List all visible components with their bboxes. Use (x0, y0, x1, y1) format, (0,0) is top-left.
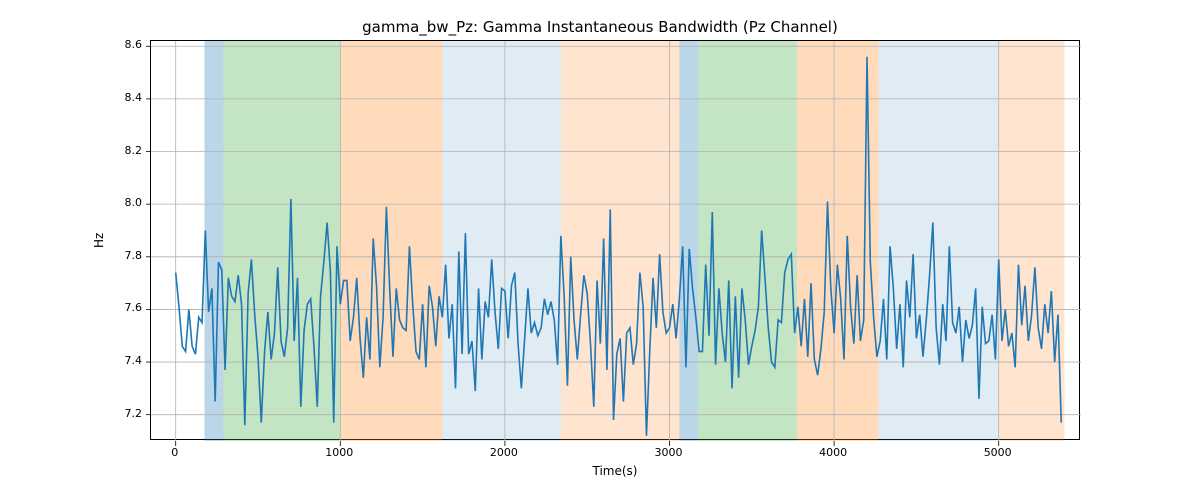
y-tick-label: 8.4 (102, 91, 142, 104)
x-tick-label: 2000 (474, 446, 534, 459)
y-axis-label: Hz (92, 233, 106, 248)
chart-container: gamma_bw_Pz: Gamma Instantaneous Bandwid… (0, 0, 1200, 500)
x-tick-label: 3000 (638, 446, 698, 459)
x-tick-label: 4000 (803, 446, 863, 459)
y-tick-label: 8.2 (102, 144, 142, 157)
x-tick-label: 5000 (968, 446, 1028, 459)
y-tick-label: 7.4 (102, 354, 142, 367)
y-tick-label: 8.0 (102, 196, 142, 209)
chart-title: gamma_bw_Pz: Gamma Instantaneous Bandwid… (0, 18, 1200, 36)
y-tick-label: 7.8 (102, 249, 142, 262)
x-tick-label: 1000 (309, 446, 369, 459)
x-axis-label: Time(s) (150, 464, 1080, 478)
plot-area (150, 40, 1080, 440)
x-tick-label: 0 (145, 446, 205, 459)
plot-svg (151, 41, 1081, 441)
y-tick-label: 8.6 (102, 38, 142, 51)
y-tick-label: 7.2 (102, 407, 142, 420)
y-tick-label: 7.6 (102, 301, 142, 314)
